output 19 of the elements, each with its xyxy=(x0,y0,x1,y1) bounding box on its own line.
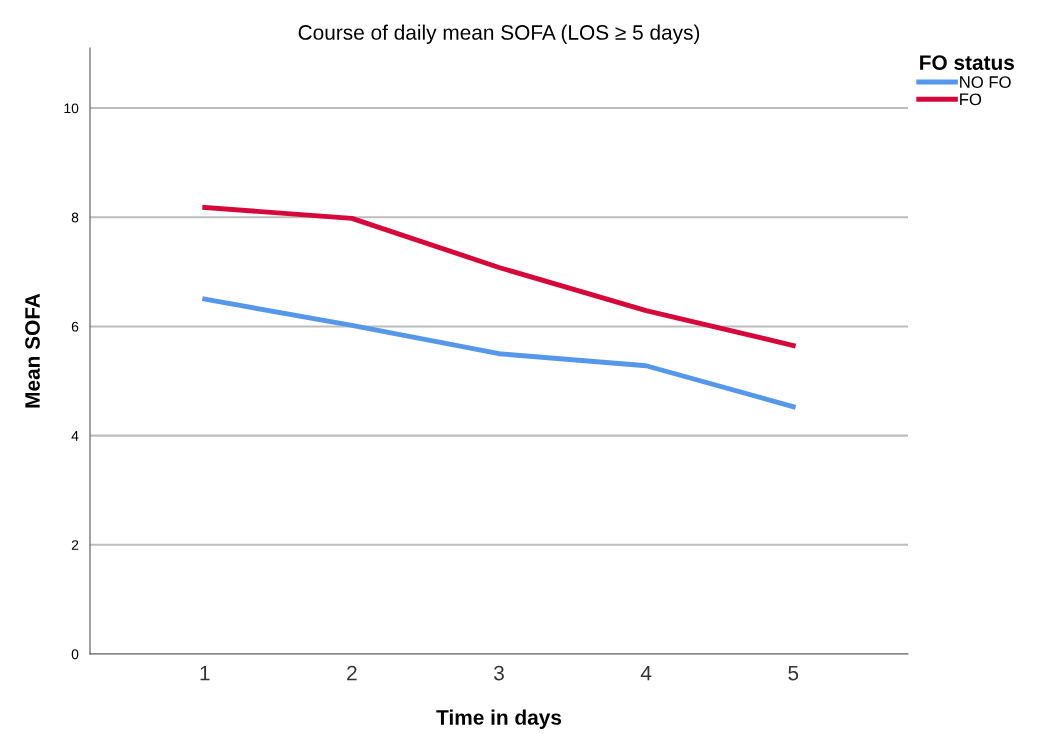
legend-label: NO FO xyxy=(960,76,1011,88)
x-tick-label: 5 xyxy=(788,665,799,681)
y-tick-label: 6 xyxy=(71,321,79,332)
x-tick-label: 4 xyxy=(640,665,652,681)
chart-title: Course of daily mean SOFA (LOS ≥ 5 days) xyxy=(298,24,700,44)
legend-label: FO xyxy=(960,93,982,106)
x-axis-title: Time in days xyxy=(436,709,562,729)
y-axis-title: Mean SOFA xyxy=(25,293,40,408)
x-tick-label: 1 xyxy=(200,665,210,681)
y-tick-label: 10 xyxy=(64,103,79,114)
x-tick-label: 3 xyxy=(494,665,504,681)
legend-title: FO status xyxy=(920,55,1014,70)
line-series xyxy=(202,204,796,348)
y-tick-label: 2 xyxy=(71,540,79,550)
y-tick-label: 0 xyxy=(71,649,79,660)
line-series xyxy=(202,296,796,410)
x-tick-label: 2 xyxy=(347,665,357,681)
y-tick-label: 4 xyxy=(71,431,79,441)
y-tick-label: 8 xyxy=(71,212,79,223)
